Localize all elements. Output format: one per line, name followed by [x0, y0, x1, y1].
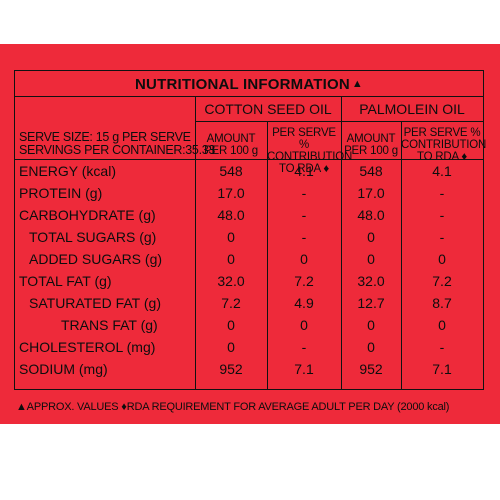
cotton-rda-value: 4.1 [294, 163, 314, 179]
divider-header-body [15, 159, 483, 160]
per-serve-line: PER SERVE % [403, 127, 481, 139]
nutrient-label: SODIUM (mg) [19, 361, 108, 377]
serve-size: SERVE SIZE: 15 g PER SERVE [19, 130, 191, 144]
nutrient-label: ENERGY (kcal) [19, 163, 116, 179]
cotton-rda-value: 0 [300, 317, 308, 333]
divider-oil-header [195, 121, 483, 122]
cotton-amount-value: 0 [227, 229, 235, 245]
divider-palm-inner [401, 121, 402, 389]
palm-amount-value: 32.0 [357, 273, 385, 289]
palm-amount-value: 0 [367, 339, 375, 355]
per-100g-line: PER 100 g [344, 145, 398, 157]
palm-amount-value: 17.0 [357, 185, 385, 201]
nutrient-label: PROTEIN (g) [19, 185, 103, 201]
divider-oil-groups [341, 97, 342, 389]
approx-marker-icon: ▲ [351, 78, 363, 90]
palm-amount-value: 952 [359, 361, 383, 377]
cotton-amount-value: 548 [219, 163, 243, 179]
palm-rda-value: 7.1 [432, 361, 452, 377]
palm-amount-value: 0 [367, 251, 375, 267]
cotton-amount-value: 0 [227, 339, 235, 355]
palm-rda-value: 0 [438, 317, 446, 333]
palm-rda-value: - [439, 185, 445, 201]
cotton-amount-value: 0 [227, 251, 235, 267]
contribution-line: CONTRIBUTION [267, 151, 353, 163]
title-text: NUTRITIONAL INFORMATION [135, 76, 350, 93]
per-100g-line: PER 100 g [204, 145, 258, 157]
cotton-rda-value: - [301, 185, 307, 201]
cotton-amount-value: 48.0 [217, 207, 245, 223]
cotton-rda-value: - [301, 339, 307, 355]
cotton-rda-value: - [301, 229, 307, 245]
palm-rda-value: - [439, 229, 445, 245]
palm-amount-value: 12.7 [357, 295, 385, 311]
nutrient-label: ADDED SUGARS (g) [29, 251, 163, 267]
cotton-rda-value: 0 [300, 251, 308, 267]
nutrient-label: TOTAL SUGARS (g) [29, 229, 157, 245]
divider-label-column [195, 97, 196, 389]
cotton-rda-value: 4.9 [294, 295, 314, 311]
cotton-amount-value: 7.2 [221, 295, 241, 311]
to-rda-line: TO RDA ♦ [278, 163, 330, 175]
palm-amount-header: AMOUNT PER 100 g [341, 133, 401, 157]
cotton-amount-header: AMOUNT PER 100 g [195, 133, 267, 157]
palm-amount-value: 0 [367, 317, 375, 333]
per-serve-line: PER SERVE % [272, 127, 336, 151]
cotton-amount-value: 952 [219, 361, 243, 377]
cotton-rda-value: 7.2 [294, 273, 314, 289]
cotton-rda-value: 7.1 [294, 361, 314, 377]
cotton-amount-value: 0 [227, 317, 235, 333]
palm-rda-value: 8.7 [432, 295, 452, 311]
cotton-rda-value: - [301, 207, 307, 223]
palm-rda-value: 4.1 [432, 163, 452, 179]
footnote: ▲APPROX. VALUES ♦RDA REQUIREMENT FOR AVE… [16, 401, 450, 413]
cotton-amount-value: 17.0 [217, 185, 245, 201]
nutrition-label-panel: NUTRITIONAL INFORMATION ▲ COTTON SEED OIL… [0, 44, 500, 424]
nutrient-label: TOTAL FAT (g) [19, 273, 112, 289]
cotton-amount-value: 32.0 [217, 273, 245, 289]
divider-cotton-inner [267, 121, 268, 389]
amount-line: AMOUNT [346, 133, 396, 145]
to-rda-line: TO RDA ♦ [416, 151, 468, 163]
palm-rda-value: - [439, 207, 445, 223]
nutrient-label: CARBOHYDRATE (g) [19, 207, 156, 223]
palm-rda-value: - [439, 339, 445, 355]
palm-rda-value: 7.2 [432, 273, 452, 289]
amount-line: AMOUNT [206, 133, 256, 145]
palm-amount-value: 0 [367, 229, 375, 245]
table-title: NUTRITIONAL INFORMATION ▲ [15, 71, 483, 97]
palm-amount-value: 48.0 [357, 207, 385, 223]
palm-rda-value: 0 [438, 251, 446, 267]
contribution-line: CONTRIBUTION [401, 139, 487, 151]
palm-amount-value: 548 [359, 163, 383, 179]
palmolein-oil-header: PALMOLEIN OIL [359, 101, 465, 117]
servings-per-container: SERVINGS PER CONTAINER:35.33 [19, 143, 216, 157]
nutrition-table: NUTRITIONAL INFORMATION ▲ COTTON SEED OIL… [14, 70, 487, 390]
cotton-seed-oil-header: COTTON SEED OIL [204, 101, 332, 117]
cotton-rda-header: PER SERVE % CONTRIBUTION TO RDA ♦ [267, 127, 353, 175]
nutrient-label: TRANS FAT (g) [61, 317, 158, 333]
palm-rda-header: PER SERVE % CONTRIBUTION TO RDA ♦ [401, 127, 487, 163]
nutrient-label: SATURATED FAT (g) [29, 295, 161, 311]
nutrient-label: CHOLESTEROL (mg) [19, 339, 156, 355]
